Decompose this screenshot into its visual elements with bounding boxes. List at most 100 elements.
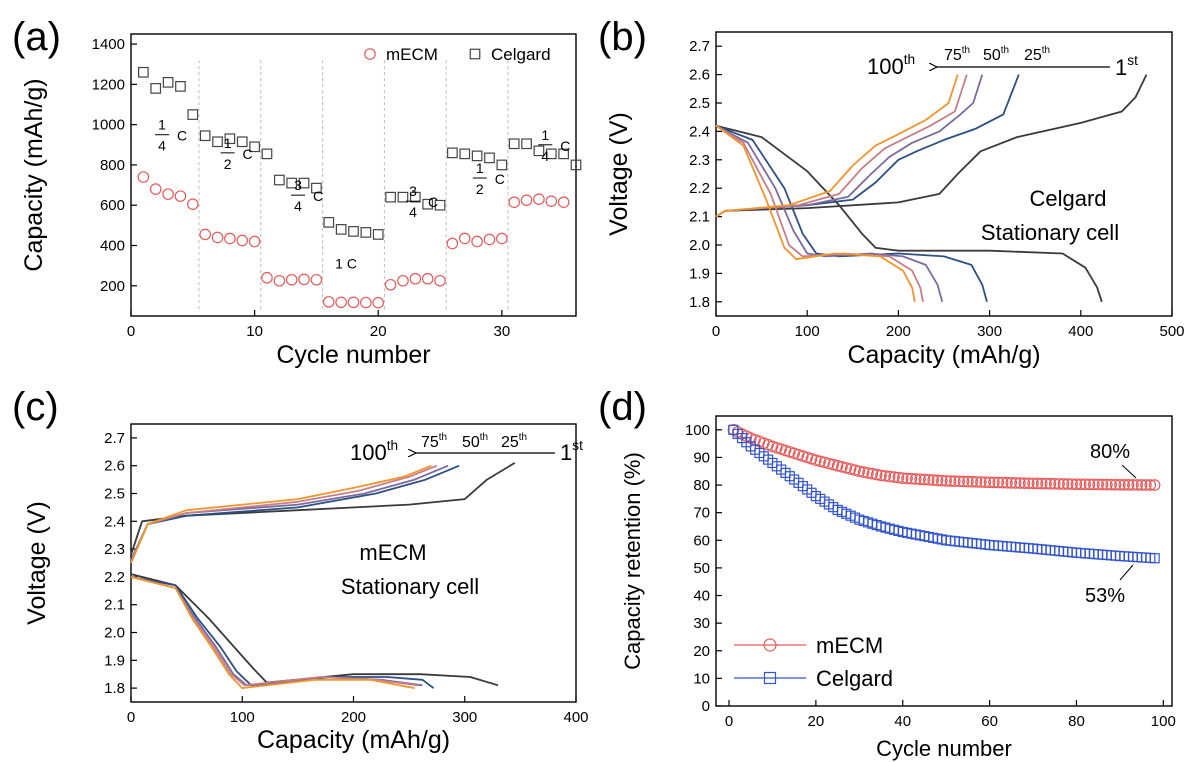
mecm-point: [557, 196, 570, 208]
rate-label-num: 3: [294, 177, 302, 193]
plot-frame-0: [130, 33, 577, 317]
charge-curve-1st: [130, 462, 516, 555]
mecm-point: [844, 463, 857, 475]
mecm-point: [827, 458, 840, 471]
rate-label-num: 3: [409, 183, 417, 199]
mecm-point: [849, 464, 861, 476]
celgard-point: [471, 150, 483, 162]
discharge-curve-100th: [715, 124, 916, 302]
x-tick-label: 300: [452, 709, 477, 726]
mecm-point: [372, 296, 385, 309]
mecm-point: [901, 472, 913, 485]
rate-label-num: 1: [541, 127, 549, 143]
mecm-point: [397, 274, 409, 287]
rate-label-unit: C: [428, 194, 438, 210]
celgard-point: [249, 141, 260, 153]
legend-mecm-marker: [763, 638, 777, 652]
legend-celgard-label: Celgard: [491, 45, 551, 64]
cycle-label-75: 75th: [421, 432, 447, 451]
rate-label-den: 2: [224, 156, 232, 172]
mecm-point: [888, 471, 900, 483]
mecm-point: [905, 472, 918, 485]
mecm-point: [1066, 478, 1078, 490]
y-tick-label: 1200: [92, 76, 125, 93]
mecm-point: [1057, 478, 1070, 490]
y-tick-label: 400: [100, 238, 125, 255]
mecm-point: [940, 475, 952, 487]
mecm-point: [988, 476, 1000, 489]
y-tick-label: 1.9: [104, 652, 125, 669]
mecm-point: [922, 473, 935, 486]
mecm-point: [1061, 478, 1074, 490]
charge-curve-25th: [715, 74, 1020, 218]
mecm-point: [862, 467, 874, 479]
rate-label-den: 2: [476, 181, 484, 197]
plot-frame-1: [715, 31, 1173, 317]
mecm-point: [1005, 477, 1018, 489]
mecm-point: [1118, 479, 1131, 491]
mecm-point: [162, 188, 174, 200]
celgard-point: [385, 191, 396, 203]
mecm-point: [1044, 477, 1057, 490]
rate-label: 1 C: [335, 256, 357, 272]
mecm-point: [174, 190, 187, 202]
mecm-point: [1148, 479, 1161, 491]
mecm-point: [836, 461, 848, 473]
y-tick-label: 2.0: [104, 625, 125, 642]
mecm-point: [1018, 477, 1031, 489]
y-tick-label: 2.4: [104, 513, 125, 530]
mecm-point: [879, 470, 892, 482]
mecm-point: [1144, 479, 1157, 491]
mecm-point: [918, 473, 931, 486]
mecm-point: [883, 470, 896, 483]
x-tick-label: 200: [341, 709, 366, 726]
celgard-point: [397, 191, 409, 203]
y-tick-label: 2.1: [689, 209, 710, 226]
y-tick-label: 20: [693, 643, 710, 660]
mecm-point: [1053, 478, 1065, 490]
mecm-point: [857, 466, 870, 478]
celgard-point: [138, 66, 149, 78]
celgard-point: [496, 159, 508, 171]
x-tick-label: 0: [712, 323, 720, 340]
celgard-point: [236, 136, 248, 148]
plot-frame-3: [715, 415, 1173, 707]
mecm-point: [496, 232, 508, 245]
cycle-label-25: 25th: [1024, 45, 1050, 64]
y-tick-label: 2.3: [104, 541, 125, 558]
y-axis-label: Voltage (V): [605, 112, 633, 236]
mecm-point: [360, 296, 372, 309]
panel-b-label: (b): [598, 15, 647, 59]
mecm-point: [446, 237, 459, 250]
x-tick-label: 100: [230, 709, 255, 726]
mecm-point: [875, 469, 887, 482]
mecm-point: [992, 476, 1005, 489]
y-axis-label: Voltage (V): [23, 501, 51, 625]
cycle-label-75: 75th: [944, 45, 970, 64]
y-tick-label: 50: [693, 560, 710, 577]
mecm-point: [870, 468, 883, 481]
mecm-point: [1140, 479, 1152, 491]
annotation-leader-mecm: [1121, 464, 1137, 479]
celgard-point: [162, 76, 174, 88]
mecm-point: [1079, 478, 1091, 491]
celgard-point: [323, 216, 335, 228]
mecm-point: [1114, 478, 1126, 491]
rate-label-den: 4: [158, 138, 166, 154]
x-tick-label: 100: [795, 323, 820, 340]
mecm-point: [533, 193, 545, 205]
mecm-point: [970, 476, 983, 488]
x-tick-label: 20: [370, 323, 387, 340]
mecm-point: [983, 476, 996, 489]
celgard-point: [372, 229, 384, 240]
cell-type-label: Celgard: [1029, 186, 1106, 211]
mecm-point: [1105, 478, 1117, 491]
mecm-point: [1035, 477, 1048, 490]
y-tick-label: 1.9: [689, 265, 710, 282]
y-tick-label: 1000: [92, 117, 125, 134]
mecm-point: [310, 273, 323, 286]
x-tick-label: 300: [977, 323, 1002, 340]
mecm-point: [1127, 479, 1139, 491]
mecm-point: [944, 475, 957, 487]
x-tick-label: 40: [894, 713, 911, 730]
